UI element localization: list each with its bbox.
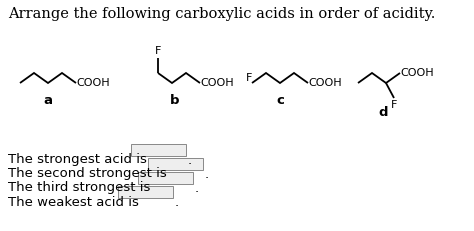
Text: .: . (175, 195, 179, 209)
Text: .: . (195, 182, 199, 195)
Text: The third strongest is: The third strongest is (8, 182, 150, 195)
Text: a: a (44, 94, 53, 107)
Text: .: . (188, 154, 192, 167)
Text: COOH: COOH (400, 68, 434, 78)
Text: The weakest acid is: The weakest acid is (8, 195, 139, 209)
Text: b: b (170, 94, 180, 107)
Text: The strongest acid is: The strongest acid is (8, 154, 147, 167)
Text: c: c (276, 94, 284, 107)
Text: F: F (246, 73, 252, 83)
Text: d: d (378, 106, 388, 119)
Bar (118, 186, 173, 198)
Text: COOH: COOH (308, 78, 342, 88)
Bar (131, 144, 186, 156)
Text: Arrange the following carboxylic acids in order of acidity.: Arrange the following carboxylic acids i… (8, 7, 436, 21)
Bar (148, 158, 203, 170)
Bar (138, 172, 193, 184)
Text: F: F (391, 100, 397, 110)
Text: COOH: COOH (200, 78, 234, 88)
Text: The second strongest is: The second strongest is (8, 167, 167, 180)
Text: F: F (155, 46, 161, 56)
Text: .: . (205, 167, 209, 180)
Text: COOH: COOH (76, 78, 109, 88)
